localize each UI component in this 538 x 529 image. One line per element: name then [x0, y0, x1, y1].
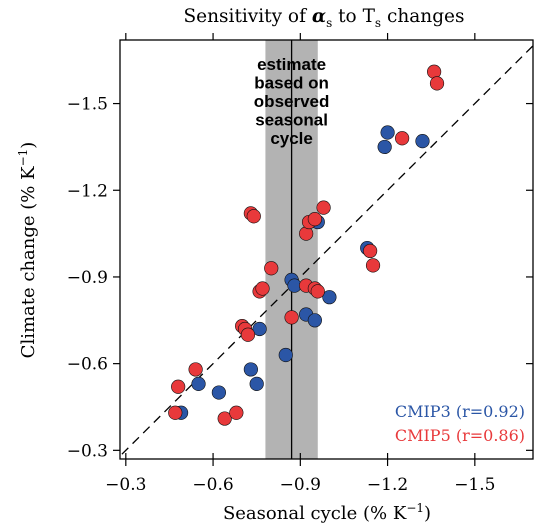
one-to-one-line: [120, 44, 533, 458]
cmip3-point: [322, 290, 337, 305]
cmip5-legend-entry: CMIP5 (r=0.86): [395, 426, 525, 445]
x-axis-label: Seasonal cycle (% K−1): [223, 501, 431, 524]
y-tick-label: −0.6: [67, 355, 108, 375]
cmip5-point: [240, 327, 256, 342]
y-tick-label: −1.5: [67, 95, 108, 115]
observed-estimate-label-line: cycle: [270, 129, 313, 148]
y-tick-label: −0.9: [67, 268, 108, 288]
cmip3-point: [191, 376, 206, 391]
chart-title: Sensitivity of αs to Ts changes: [184, 6, 465, 32]
cmip5-point: [171, 379, 186, 394]
cmip5-point: [307, 212, 322, 227]
cmip5-point: [395, 131, 410, 146]
observed-estimate-label-line: observed: [254, 92, 330, 111]
cmip3-point: [380, 125, 395, 140]
cmip5-point: [363, 243, 378, 259]
y-tick-label: −0.3: [67, 441, 108, 461]
cmip3-point: [278, 347, 293, 363]
plot-area: estimate based on observed seasonal cycle −0.…: [67, 33, 534, 495]
cmip5-point: [229, 405, 244, 420]
cmip3-point: [211, 385, 226, 400]
cmip3-point: [252, 321, 267, 337]
cmip3-point: [249, 376, 264, 391]
y-axis-label: Climate change (% K−1): [16, 142, 39, 359]
cmip3-point: [243, 362, 258, 377]
cmip5-point: [264, 261, 279, 276]
x-tick-label: −1.2: [367, 475, 408, 495]
observed-estimate-label-line: based on: [254, 74, 329, 93]
x-tick-label: −0.3: [105, 475, 146, 495]
cmip3-point: [415, 134, 430, 149]
cmip5-point: [284, 310, 299, 325]
cmip5-point: [168, 405, 183, 420]
x-tick-label: −0.9: [280, 475, 321, 495]
x-tick-label: −0.6: [192, 475, 233, 495]
cmip5-point: [365, 258, 381, 273]
observed-estimate-label-line: estimate: [257, 55, 326, 74]
y-tick-label: −1.2: [67, 181, 108, 201]
cmip5-point: [429, 76, 445, 91]
cmip3-legend-entry: CMIP3 (r=0.92): [395, 402, 525, 421]
cmip5-point: [310, 284, 325, 299]
observed-estimate-label: estimate based on observed seasonal cycle: [254, 55, 330, 148]
cmip5-point: [255, 281, 270, 296]
observed-estimate-label-line: seasonal: [255, 111, 328, 130]
plot-frame: [119, 39, 534, 460]
cmip3-point: [377, 139, 392, 155]
cmip5-point: [316, 200, 331, 215]
cmip3-point: [307, 313, 322, 328]
cmip5-point: [246, 209, 261, 224]
cmip5-point: [188, 362, 203, 377]
cmip5-point: [217, 411, 232, 426]
x-tick-label: −1.5: [454, 475, 495, 495]
